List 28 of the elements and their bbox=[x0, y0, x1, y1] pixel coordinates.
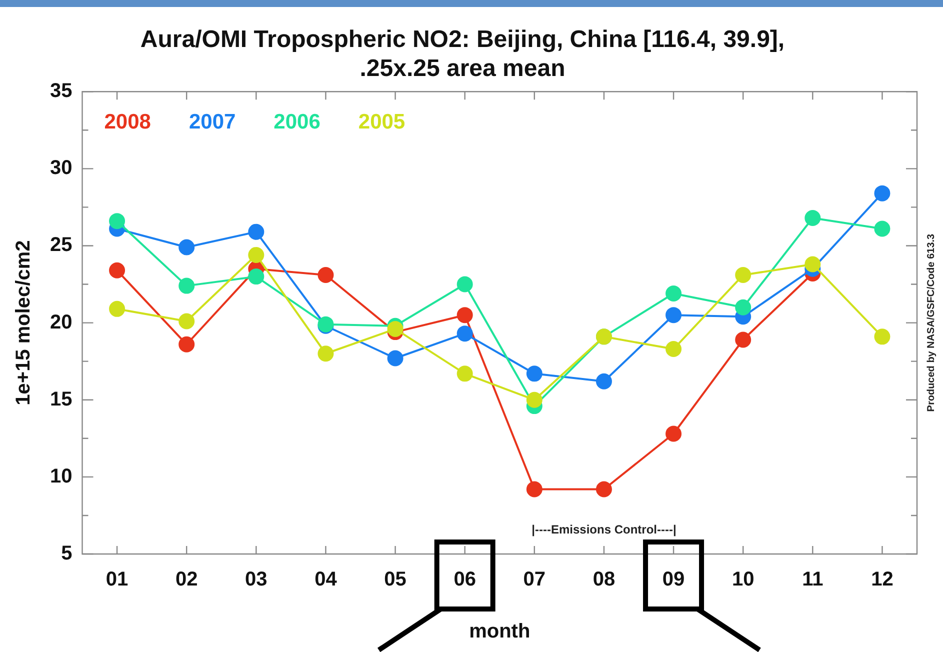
text: 2005 bbox=[358, 110, 406, 134]
y-tick-label: 20 bbox=[50, 311, 72, 334]
x-tick-label: 08 bbox=[592, 568, 616, 591]
x-tick-label: 09 bbox=[662, 568, 685, 591]
y-tick-label: 10 bbox=[50, 465, 72, 488]
x-tick-label: 04 bbox=[314, 568, 338, 591]
x-tick-label: 11 bbox=[802, 568, 824, 591]
y-axis-title: 1e+15 molec/cm2 bbox=[12, 240, 35, 406]
y-tick-label: 35 bbox=[50, 80, 72, 102]
x-tick-label: 02 bbox=[175, 568, 198, 591]
y-tick-label: 15 bbox=[50, 388, 72, 410]
text: 2008 bbox=[104, 110, 152, 134]
x-tick-label: 06 bbox=[454, 568, 476, 591]
text: Produced by NASA/GSFC/Code 613.3 bbox=[926, 233, 937, 412]
x-tick-label: 05 bbox=[384, 568, 406, 591]
x-tick-label: 12 bbox=[871, 568, 894, 591]
chart-title: Aura/OMI Tropospheric NO2: Beijing, China [116.4, 39.9], .25x.25 area mean bbox=[140, 26, 785, 82]
text: 2007 bbox=[188, 110, 236, 134]
y-tick-label: 30 bbox=[50, 157, 72, 180]
annotation: |----Emissions Control----| bbox=[532, 522, 676, 536]
x-tick-label: 07 bbox=[523, 568, 546, 591]
text: 2006 bbox=[274, 110, 320, 134]
x-axis-title: month bbox=[469, 620, 530, 643]
y-tick-label: 5 bbox=[61, 542, 72, 565]
y-tick-label: 25 bbox=[50, 234, 72, 256]
x-tick-label: 03 bbox=[245, 568, 268, 591]
x-tick-label: 10 bbox=[732, 568, 754, 591]
x-tick-label: 01 bbox=[106, 568, 128, 591]
